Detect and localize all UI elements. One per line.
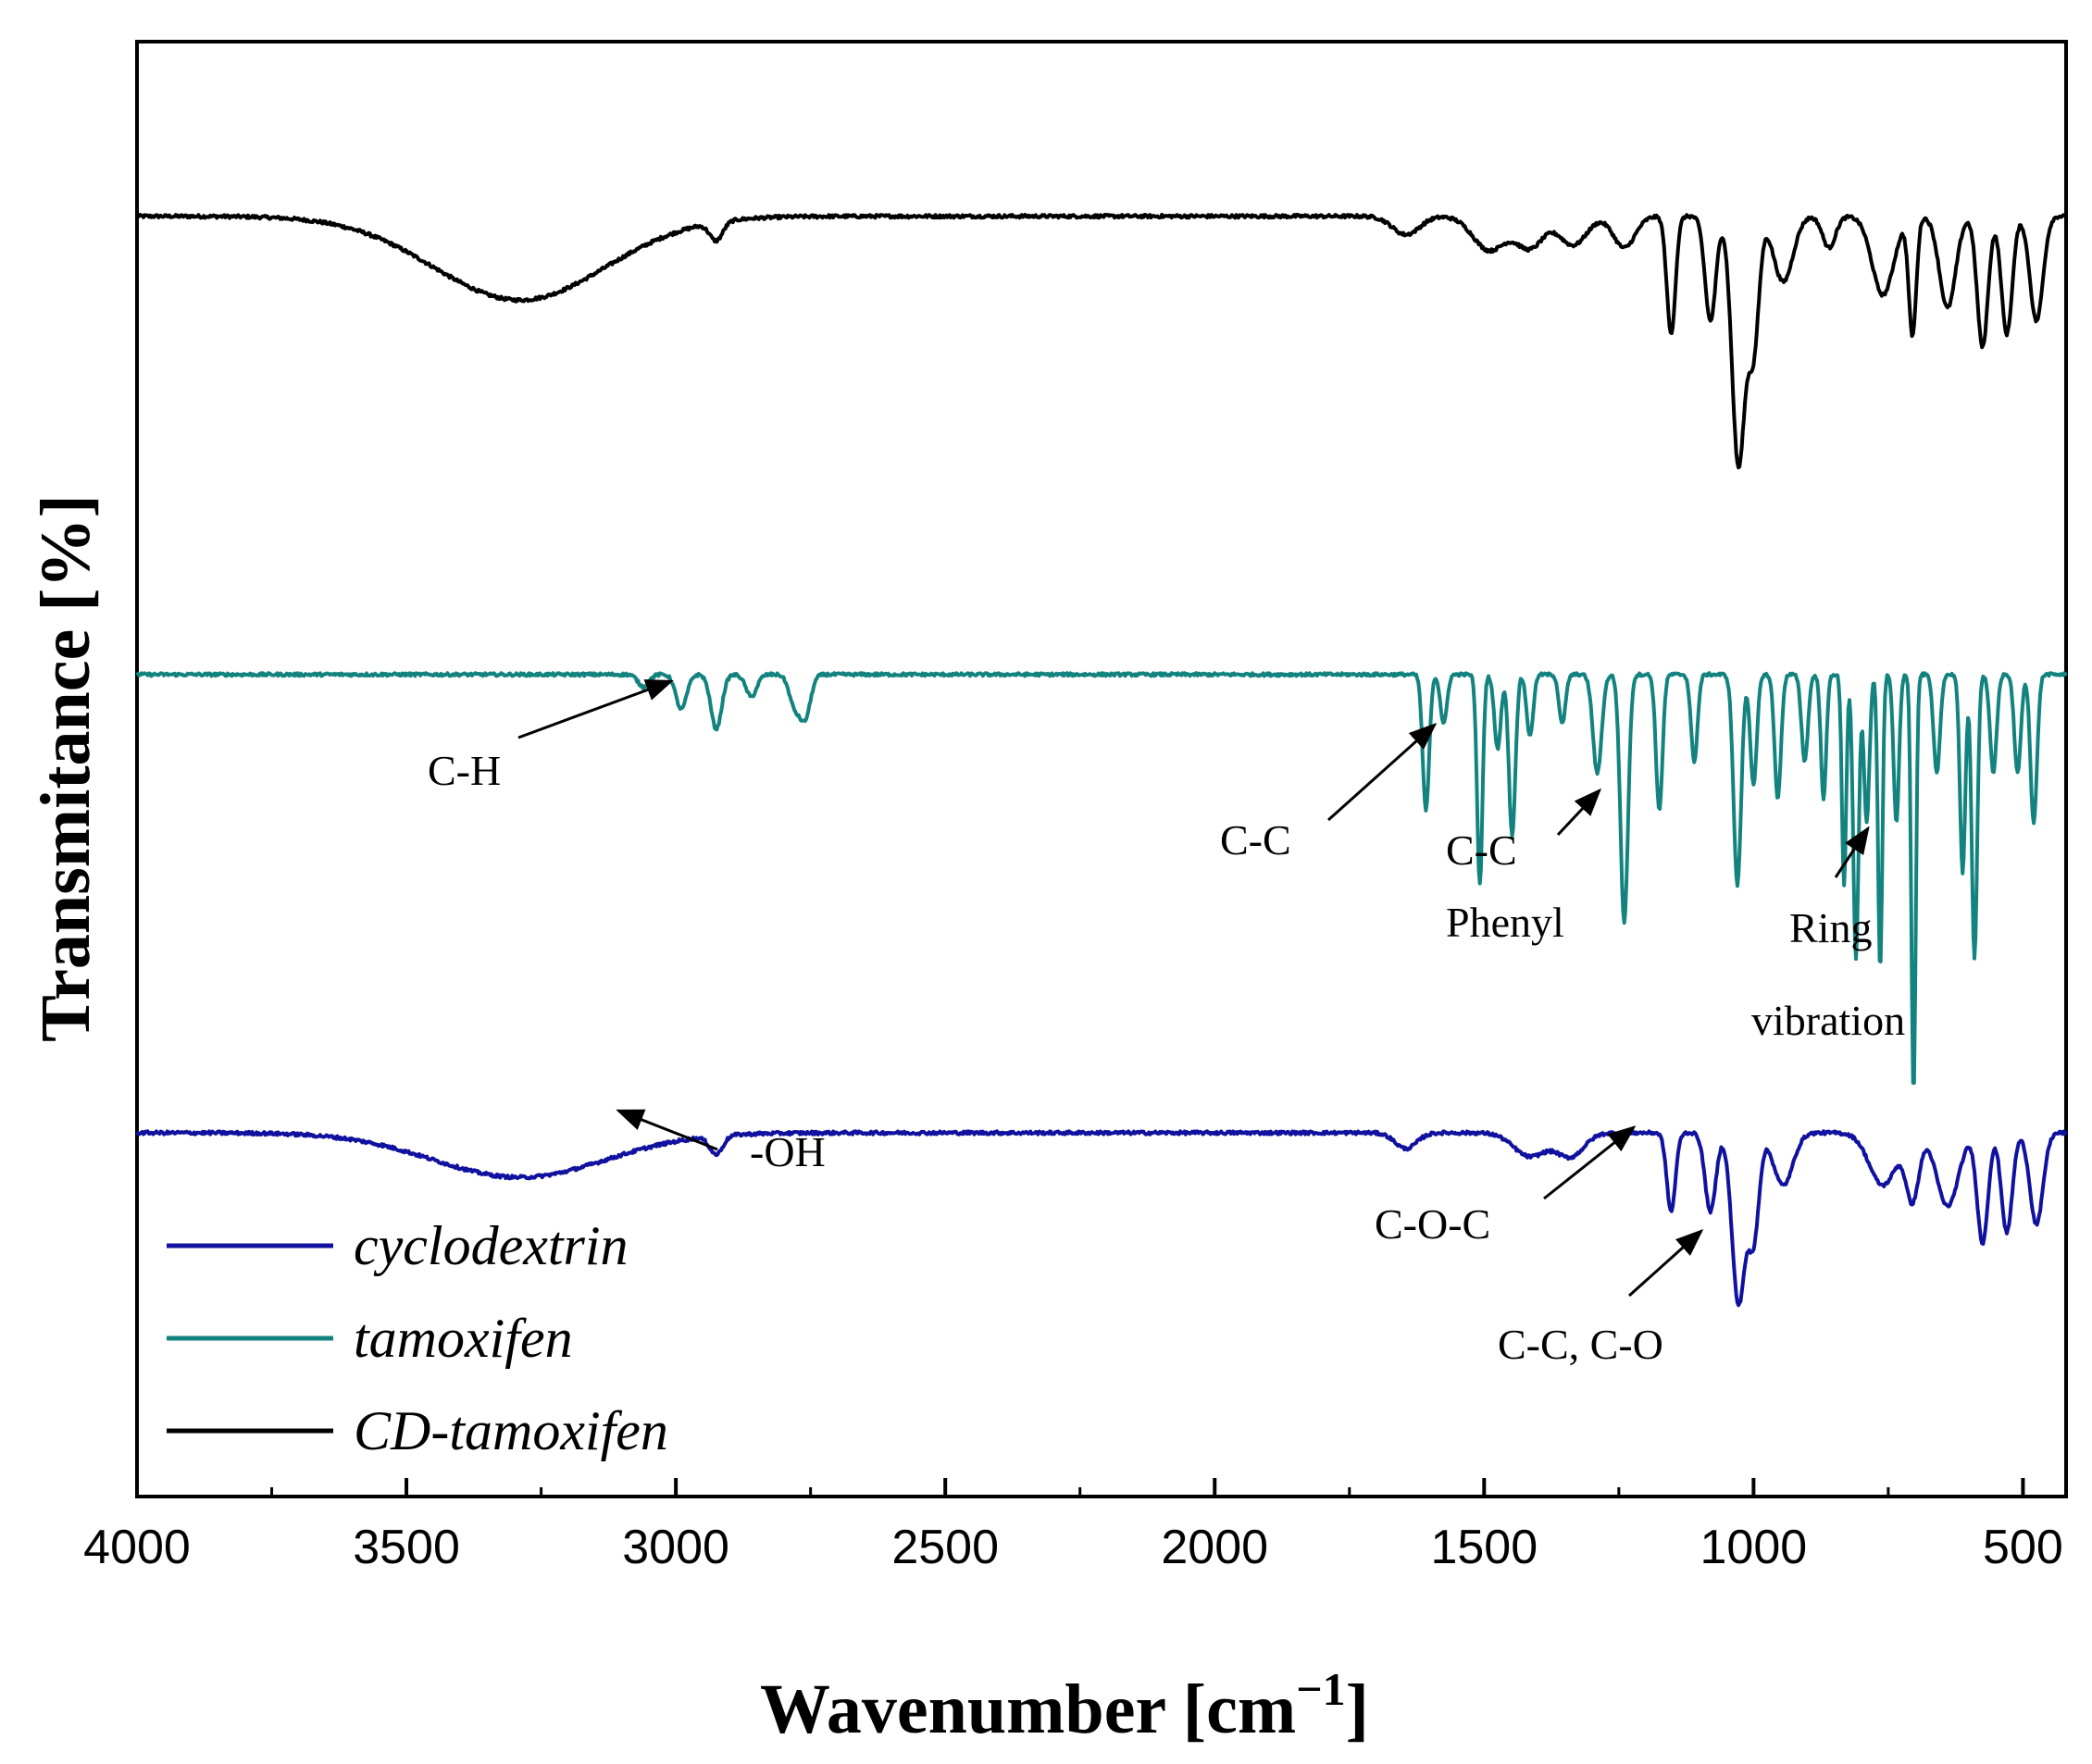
x-axis-title: Wavenumber [cm−1] bbox=[760, 1663, 1369, 1748]
x-tick-label-3500: 3500 bbox=[353, 1521, 460, 1574]
annotation-arrow-oh bbox=[616, 1109, 718, 1151]
annotation-oh: -OH bbox=[616, 1109, 826, 1175]
series-line-tamoxifen bbox=[135, 671, 2068, 1086]
annotation-cc-phenyl: C-C Phenyl bbox=[1446, 788, 1602, 946]
x-tick-label-2000: 2000 bbox=[1161, 1521, 1268, 1574]
annotation-arrow-ring bbox=[1834, 826, 1870, 878]
legend-label-cd-tamoxifen: CD-tamoxifen bbox=[354, 1400, 668, 1461]
annotation-label-cc-phenyl-1: C-C bbox=[1446, 826, 1517, 874]
annotation-label-coc: C-O-C bbox=[1375, 1200, 1490, 1248]
annotation-coc: C-O-C bbox=[1375, 1125, 1637, 1248]
x-tick-label-1000: 1000 bbox=[1700, 1521, 1808, 1574]
x-tick-label-500: 500 bbox=[1983, 1521, 2063, 1574]
annotation-arrow-ch bbox=[517, 679, 674, 739]
annotation-label-ch: C-H bbox=[428, 747, 501, 794]
annotation-label-ring-1: Ring bbox=[1789, 904, 1872, 951]
x-axis-ticks: 4000 3500 3000 2500 2000 1500 1000 500 bbox=[83, 1478, 2063, 1574]
annotation-label-cc-phenyl-2: Phenyl bbox=[1446, 899, 1564, 946]
series-line-cd-tamoxifen bbox=[135, 213, 2068, 470]
x-tick-label-1500: 1500 bbox=[1430, 1521, 1538, 1574]
annotation-arrow-coc bbox=[1543, 1125, 1637, 1200]
legend: cyclodextrin tamoxifen CD-tamoxifen bbox=[167, 1215, 668, 1461]
legend-label-tamoxifen: tamoxifen bbox=[354, 1308, 573, 1369]
legend-label-cyclodextrin: cyclodextrin bbox=[354, 1215, 629, 1276]
x-tick-label-2500: 2500 bbox=[891, 1521, 999, 1574]
x-tick-label-4000: 4000 bbox=[83, 1521, 191, 1574]
annotation-ring: Ring vibration bbox=[1751, 826, 1905, 1044]
annotation-arrow-cc1 bbox=[1326, 722, 1438, 822]
annotation-arrow-cc-phenyl bbox=[1556, 788, 1602, 837]
annotation-label-oh: -OH bbox=[750, 1128, 826, 1175]
annotation-cc1: C-C bbox=[1220, 722, 1438, 863]
x-axis-title-close: ] bbox=[1346, 1671, 1369, 1748]
annotation-ch: C-H bbox=[428, 679, 674, 794]
annotation-label-ring-2: vibration bbox=[1751, 997, 1905, 1044]
annotation-label-cc-co: C-C, C-O bbox=[1498, 1321, 1663, 1368]
annotation-cc-co: C-C, C-O bbox=[1498, 1228, 1704, 1368]
x-tick-label-3000: 3000 bbox=[622, 1521, 729, 1574]
y-axis-title: Transmitance [%] bbox=[27, 494, 105, 1042]
annotation-arrow-cc-co bbox=[1627, 1228, 1704, 1298]
x-axis-title-main: Wavenumber [cm bbox=[760, 1671, 1296, 1748]
series-line-cyclodextrin bbox=[135, 1129, 2068, 1308]
x-axis-title-superscript: −1 bbox=[1296, 1663, 1346, 1715]
plot-frame bbox=[135, 40, 2068, 1498]
annotation-label-cc1: C-C bbox=[1220, 816, 1291, 863]
series-layer bbox=[135, 213, 2068, 1308]
